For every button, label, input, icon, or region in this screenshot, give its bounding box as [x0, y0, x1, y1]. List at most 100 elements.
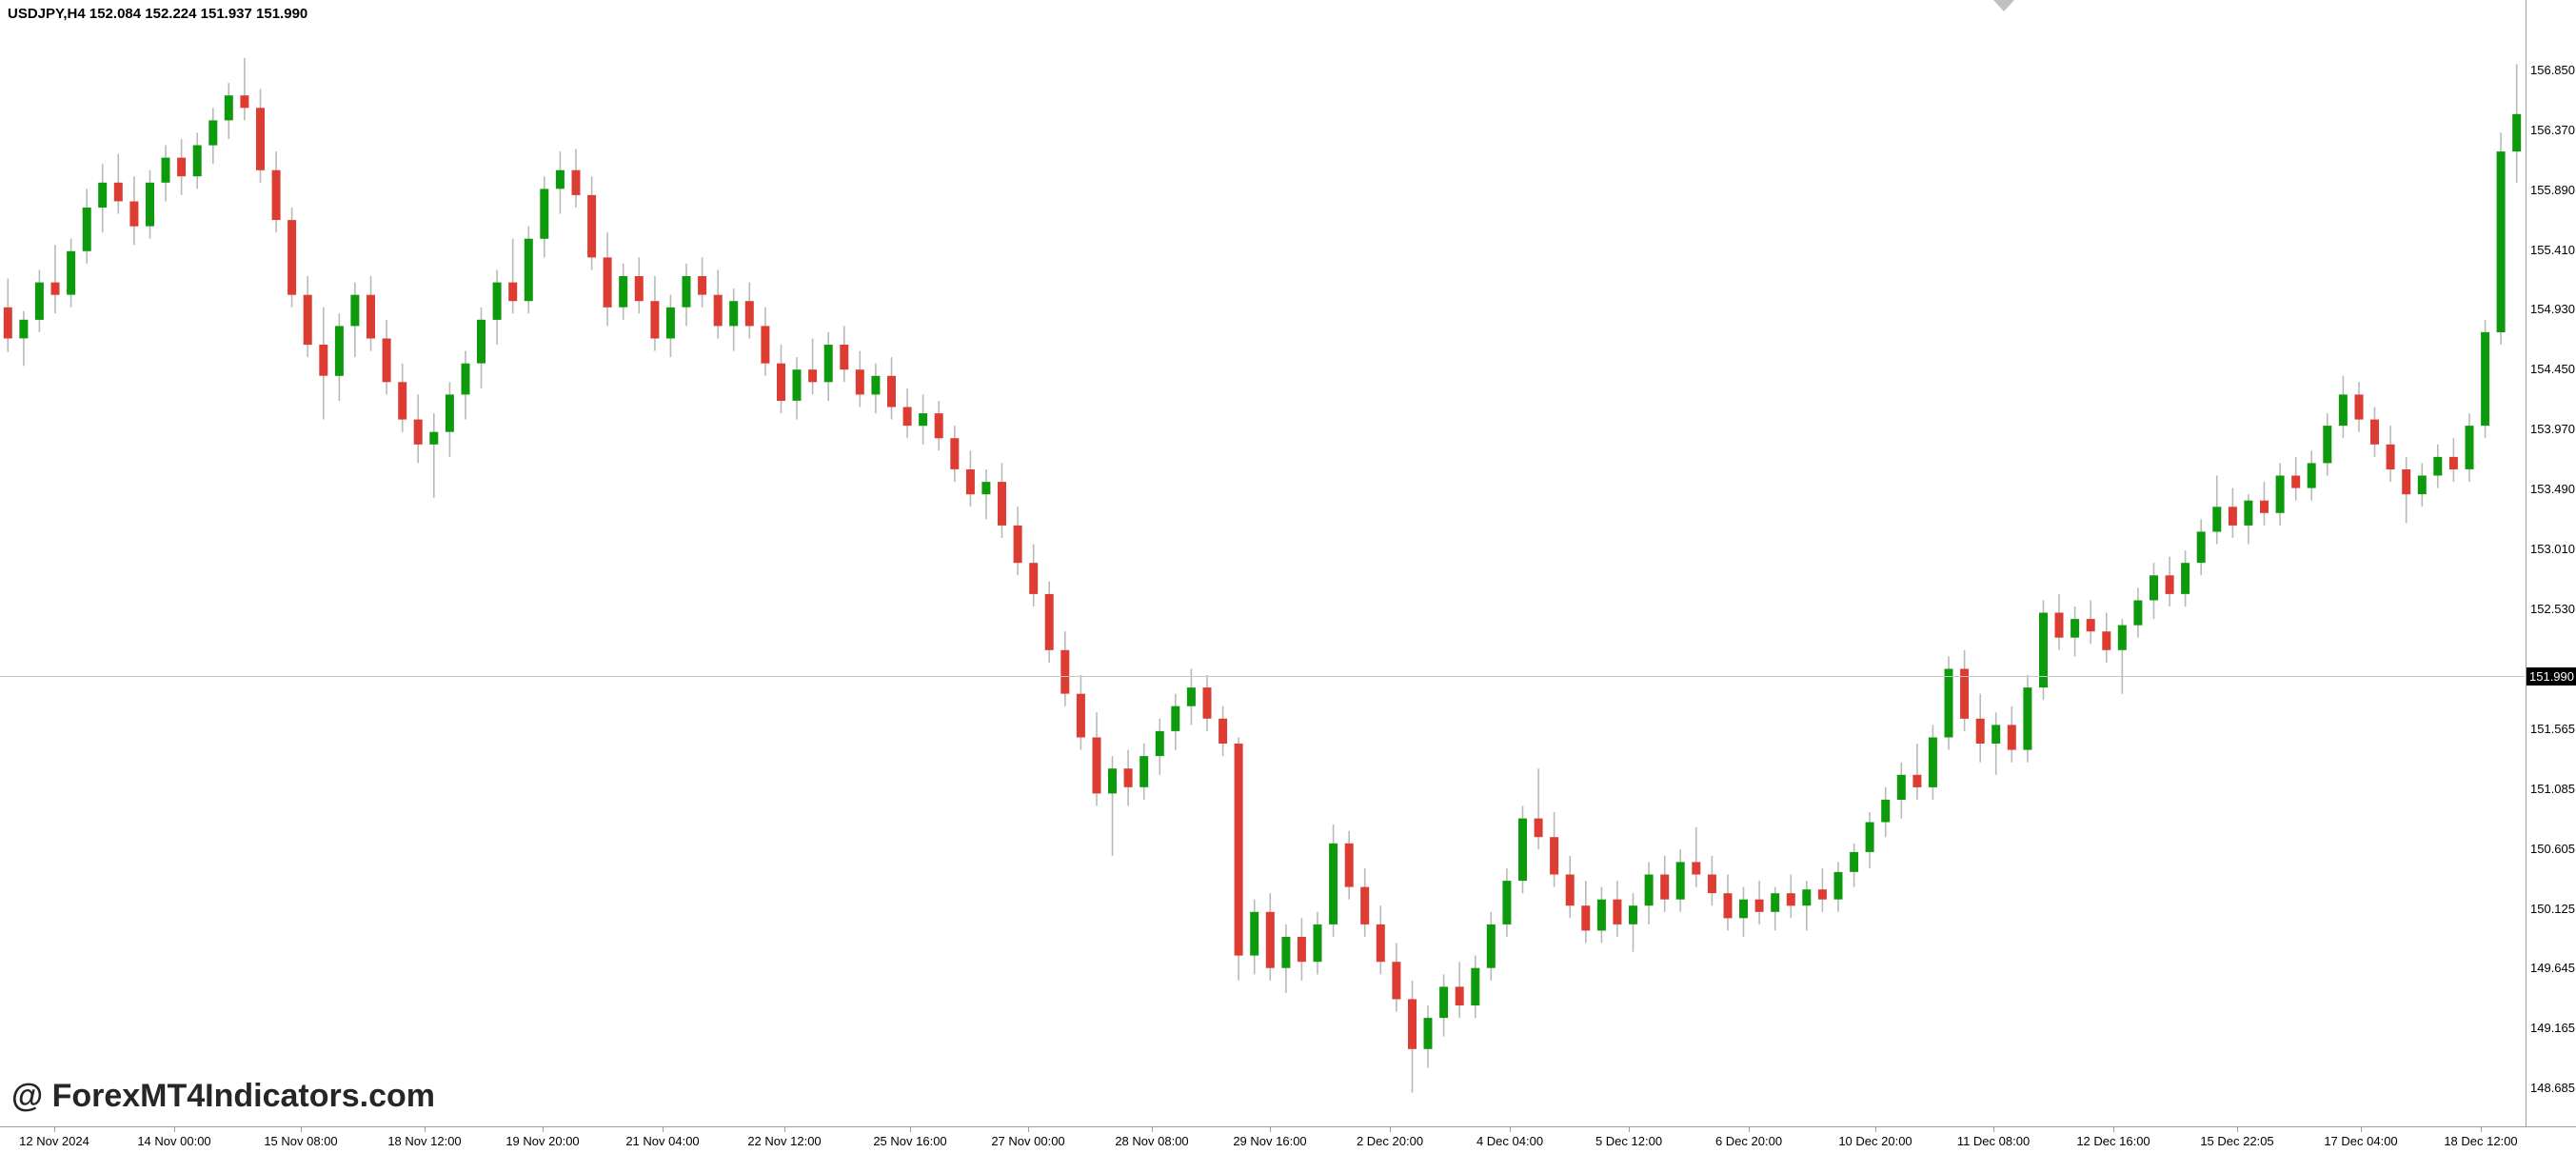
- candle-body: [571, 169, 581, 195]
- candle-body: [1360, 886, 1370, 924]
- candle-body: [2228, 507, 2237, 526]
- price-axis-label: 154.930: [2530, 302, 2575, 316]
- candle-body: [2117, 625, 2127, 650]
- time-axis-label: 15 Nov 08:00: [264, 1134, 338, 1148]
- candle-body: [1329, 843, 1338, 924]
- candle-body: [1060, 649, 1070, 694]
- candle-body: [98, 182, 108, 208]
- candle-body: [2181, 563, 2190, 594]
- price-axis-label: 154.450: [2530, 362, 2575, 376]
- candle-body: [82, 208, 91, 251]
- candle-body: [2039, 612, 2048, 688]
- candle-body: [1881, 799, 1891, 823]
- candle-body: [1313, 924, 1322, 963]
- candle-body: [729, 301, 739, 327]
- candle-body: [1754, 899, 1764, 912]
- candle-body: [1707, 874, 1716, 894]
- candle-body: [1565, 874, 1575, 906]
- candle-body: [1423, 1018, 1433, 1049]
- time-axis-label: 17 Dec 04:00: [2324, 1134, 2398, 1148]
- time-axis-label: 14 Nov 00:00: [137, 1134, 211, 1148]
- candle-body: [1629, 905, 1637, 924]
- candle-body: [744, 301, 754, 327]
- candle-body: [823, 345, 833, 383]
- chart-shift-marker-icon[interactable]: [1993, 0, 2014, 11]
- candle-body: [508, 282, 518, 302]
- candle-body: [34, 282, 44, 320]
- time-axis-tick: [1510, 1127, 1511, 1132]
- time-axis-tick: [301, 1127, 302, 1132]
- price-axis-label: 153.970: [2530, 422, 2575, 436]
- candle-body: [1092, 737, 1101, 794]
- price-axis-label: 153.490: [2530, 482, 2575, 496]
- time-axis-tick: [1875, 1127, 1876, 1132]
- time-axis-label: 2 Dec 20:00: [1356, 1134, 1424, 1148]
- candle-body: [2212, 507, 2222, 532]
- candle-body: [2338, 394, 2348, 427]
- candle-body: [1455, 986, 1464, 1005]
- candle-body: [1912, 774, 1922, 787]
- candle-body: [2370, 419, 2379, 445]
- candle-body: [965, 469, 975, 495]
- candle-body: [540, 189, 549, 239]
- price-axis-label: 150.605: [2530, 842, 2575, 856]
- candle-body: [1991, 725, 2001, 744]
- candle-body: [192, 145, 202, 177]
- time-axis-tick: [1152, 1127, 1153, 1132]
- candle-body: [2417, 475, 2427, 495]
- chart-ohlc-title: USDJPY,H4 152.084 152.224 151.937 151.99…: [8, 6, 308, 22]
- candle-body: [1344, 843, 1354, 887]
- candle-body: [2133, 600, 2143, 626]
- candle-body: [2481, 331, 2490, 427]
- candle-body: [334, 326, 344, 376]
- candle-body: [1960, 668, 1970, 719]
- candle-body: [1076, 693, 1085, 738]
- candle-body: [3, 307, 12, 339]
- candle-body: [208, 120, 218, 146]
- candle-body: [2465, 426, 2474, 469]
- candle-body: [271, 169, 281, 221]
- candle-body: [1596, 899, 1606, 931]
- time-axis-label: 19 Nov 20:00: [505, 1134, 580, 1148]
- candle-body: [2196, 531, 2206, 564]
- candle-body: [2323, 426, 2332, 464]
- time-axis[interactable]: 12 Nov 2024 14 Nov 00:00 15 Nov 08:00 18 No…: [0, 1126, 2576, 1153]
- candle-body: [2512, 113, 2522, 152]
- candle-body: [129, 201, 139, 227]
- candle-body: [587, 194, 597, 258]
- candle-body: [1581, 905, 1591, 931]
- watermark-text: @ ForexMT4Indicators.com: [11, 1078, 436, 1114]
- time-axis-label: 27 Nov 00:00: [991, 1134, 1065, 1148]
- time-axis-tick: [1749, 1127, 1750, 1132]
- candle-body: [1644, 874, 1654, 906]
- candle-body: [1833, 871, 1843, 900]
- candlestick-chart[interactable]: [0, 0, 2525, 1126]
- candle-body: [1865, 822, 1874, 852]
- candle-body: [808, 369, 818, 383]
- candle-body: [1392, 962, 1401, 1000]
- time-axis-label: 10 Dec 20:00: [1838, 1134, 1912, 1148]
- time-axis-label: 21 Nov 04:00: [625, 1134, 700, 1148]
- candle-body: [2260, 500, 2269, 513]
- candle-body: [477, 319, 485, 364]
- candle-body: [256, 108, 265, 170]
- price-axis-label: 149.165: [2530, 1021, 2575, 1035]
- candle-body: [1123, 768, 1133, 787]
- candle-body: [1013, 525, 1022, 564]
- candle-body: [1439, 986, 1449, 1019]
- candle-body: [2007, 725, 2016, 750]
- candle-body: [1281, 937, 1291, 968]
- candle-body: [1171, 706, 1180, 731]
- price-axis-label: 149.645: [2530, 961, 2575, 975]
- candle-body: [1518, 818, 1527, 882]
- candle-body: [555, 169, 565, 189]
- candle-body: [224, 95, 233, 121]
- candle-body: [934, 413, 943, 439]
- time-axis-tick: [1993, 1127, 1994, 1132]
- price-axis[interactable]: 151.990 156.850 156.370 155.890 155.410 154.…: [2526, 0, 2576, 1126]
- candle-body: [240, 95, 249, 109]
- candle-body: [1771, 893, 1780, 912]
- candle-body: [2086, 619, 2095, 632]
- candle-body: [2291, 475, 2301, 488]
- candle-body: [1376, 924, 1385, 963]
